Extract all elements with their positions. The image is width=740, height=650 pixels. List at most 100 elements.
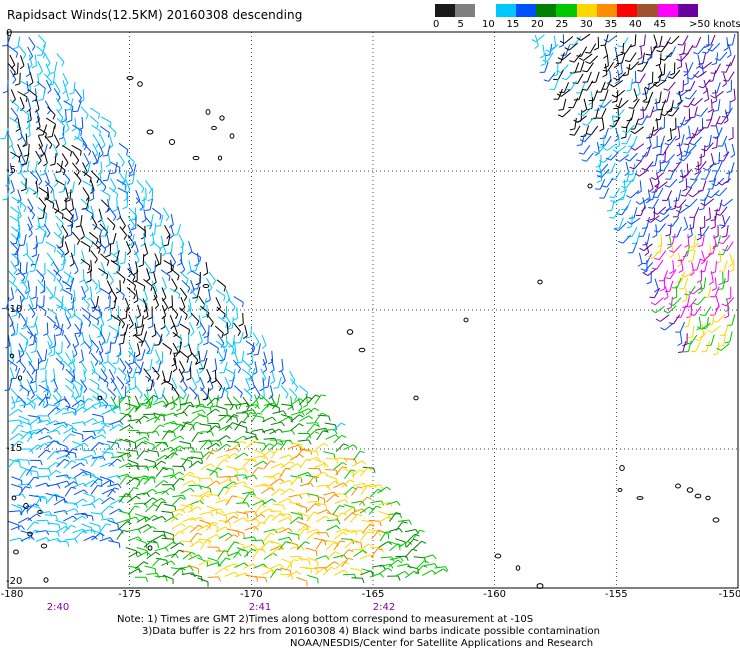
wind-barb xyxy=(659,314,670,322)
wind-barb-flag xyxy=(231,485,237,488)
wind-barb xyxy=(53,494,65,499)
wind-barb-flag xyxy=(113,386,117,392)
wind-barb-flag xyxy=(58,107,63,112)
wind-barb xyxy=(126,379,131,390)
wind-barb-flag xyxy=(64,458,70,462)
wind-barb-flag xyxy=(192,297,198,299)
wind-barb xyxy=(260,368,267,379)
wind-barb xyxy=(560,52,565,64)
wind-barb-flag xyxy=(620,190,626,194)
wind-barb-flag xyxy=(145,389,151,392)
wind-barb-flag xyxy=(161,460,166,464)
wind-barb xyxy=(125,241,132,252)
wind-barb-flag xyxy=(21,163,27,166)
wind-barb xyxy=(55,407,65,415)
wind-barb-flag xyxy=(183,393,187,399)
wind-barb xyxy=(677,206,682,217)
wind-barb xyxy=(710,271,714,283)
wind-barb-flag xyxy=(558,44,564,48)
wind-barb xyxy=(262,532,271,543)
wind-barb xyxy=(8,520,19,526)
wind-barb-flag xyxy=(345,493,348,499)
wind-barb xyxy=(109,207,117,218)
wind-barb xyxy=(206,480,217,488)
wind-barb-flag xyxy=(645,53,651,56)
wind-barb xyxy=(62,259,66,271)
wind-barb xyxy=(179,307,188,316)
wind-barb-flag xyxy=(647,255,653,259)
wind-barb xyxy=(97,152,101,164)
wind-barb-flag xyxy=(53,440,59,444)
wind-barb-flag xyxy=(62,424,67,429)
wind-barb-flag xyxy=(181,569,184,575)
wind-barb xyxy=(271,513,281,521)
wind-barb xyxy=(92,323,102,332)
wind-barb xyxy=(27,115,31,127)
wind-barb xyxy=(368,505,377,515)
wind-barb xyxy=(323,429,335,431)
wind-barb-flag xyxy=(5,345,11,349)
wind-barb-flag xyxy=(173,333,178,338)
wind-barb xyxy=(200,439,209,449)
wind-barb xyxy=(190,251,201,258)
wind-barb xyxy=(153,323,157,335)
wind-barb-flag xyxy=(69,92,75,95)
wind-barb xyxy=(106,234,110,246)
wind-barb xyxy=(326,519,338,522)
wind-barb-flag xyxy=(173,432,176,438)
wind-barb xyxy=(380,556,392,559)
wind-barb xyxy=(47,470,57,478)
wind-barb xyxy=(606,79,612,90)
wind-barb-flag xyxy=(167,270,173,274)
wind-barb-flag xyxy=(25,189,29,195)
wind-barb xyxy=(17,199,27,208)
wind-barb xyxy=(658,223,666,233)
wind-barb xyxy=(191,377,198,388)
wind-barb-flag xyxy=(687,336,693,339)
wind-barb-flag xyxy=(68,208,74,213)
wind-barb xyxy=(415,565,423,575)
wind-barb xyxy=(197,394,201,406)
wind-barb-flag xyxy=(218,576,221,582)
wind-barb-flag xyxy=(162,534,168,539)
wind-barb xyxy=(629,152,638,162)
wind-barb-flag xyxy=(175,314,179,320)
wind-barb-flag xyxy=(49,72,55,74)
wind-barb xyxy=(116,241,119,252)
wind-barb xyxy=(139,361,144,373)
wind-barb-flag xyxy=(289,461,295,465)
x-tick-label: -155 xyxy=(604,589,628,600)
wind-barb xyxy=(35,530,47,533)
wind-barb xyxy=(11,476,22,481)
wind-barb-flag xyxy=(334,480,340,485)
wind-barb-flag xyxy=(101,144,106,149)
wind-barb-flag xyxy=(42,401,45,407)
wind-barb-flag xyxy=(330,566,336,570)
wind-barb-flag xyxy=(18,313,21,319)
wind-barb-flag xyxy=(260,505,266,508)
wind-barb-flag xyxy=(412,548,418,552)
wind-barb xyxy=(422,554,434,559)
wind-barb-flag xyxy=(434,563,438,569)
wind-barb xyxy=(109,134,114,146)
wind-barb xyxy=(216,394,219,406)
wind-barb xyxy=(53,144,59,155)
wind-barb-flag xyxy=(58,277,62,283)
wind-barb xyxy=(653,126,662,136)
wind-barb-flag xyxy=(196,325,202,329)
wind-barb-flag xyxy=(602,147,608,151)
wind-barb-flag xyxy=(39,173,45,176)
wind-barb xyxy=(316,484,328,487)
wind-barb-flag xyxy=(63,498,68,503)
wind-barb xyxy=(91,474,102,481)
wind-barb xyxy=(26,370,34,380)
wind-barb-flag xyxy=(385,531,392,534)
wind-barb-flag xyxy=(552,74,558,77)
right-swath-barbs xyxy=(531,33,736,356)
wind-barb-flag xyxy=(110,462,115,467)
wind-barb xyxy=(625,117,632,128)
wind-barb-flag xyxy=(268,395,274,400)
wind-barb-flag xyxy=(10,332,16,337)
wind-barb-flag xyxy=(46,520,50,525)
wind-barb xyxy=(535,34,545,43)
